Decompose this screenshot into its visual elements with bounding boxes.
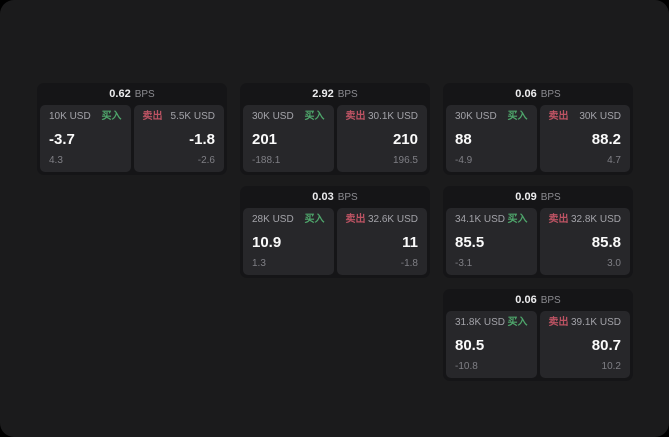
buy-price: 10.9 [252, 233, 282, 251]
spread-value: 0.06 [515, 88, 537, 100]
sell-size-label: 39.1K USD [570, 317, 621, 328]
buy-delta: 4.3 [49, 155, 63, 166]
sell-tag: 卖出 [548, 214, 569, 225]
spread-value: 0.03 [312, 191, 334, 203]
quote-card: 2.92 BPS 30K USD 买入 201 -188.1 卖出 30.1K … [240, 83, 430, 175]
buy-tag: 买入 [304, 111, 325, 122]
buy-size-label: 30K USD [252, 111, 294, 122]
buy-price: 201 [252, 130, 278, 148]
spread-value: 0.62 [109, 88, 131, 100]
spread-header: 0.09 BPS [446, 186, 630, 208]
buy-size-label: 31.8K USD [455, 317, 506, 328]
buy-tag: 买入 [101, 111, 122, 122]
sell-size-label: 32.6K USD [367, 214, 418, 225]
spread-value: 2.92 [312, 88, 334, 100]
spread-unit-label: BPS [337, 88, 358, 100]
sell-price: 85.8 [591, 233, 621, 251]
sell-size-label: 5.5K USD [170, 111, 215, 122]
quote-card-grid: 0.62 BPS 10K USD 买入 -3.7 4.3 卖出 5.5K USD [37, 83, 633, 381]
buy-tag: 买入 [507, 317, 528, 328]
sell-quote-panel[interactable]: 卖出 32.8K USD 85.8 3.0 [539, 208, 630, 275]
sell-delta: 3.0 [607, 258, 621, 269]
sell-tag: 卖出 [345, 111, 366, 122]
spread-header: 0.06 BPS [446, 289, 630, 311]
buy-delta: -10.8 [455, 361, 478, 372]
sell-quote-panel[interactable]: 卖出 39.1K USD 80.7 10.2 [539, 311, 630, 378]
spread-unit-label: BPS [540, 88, 561, 100]
spread-header: 2.92 BPS [243, 83, 427, 105]
buy-tag: 买入 [304, 214, 325, 225]
buy-tag: 买入 [507, 111, 528, 122]
sell-quote-panel[interactable]: 卖出 32.6K USD 11 -1.8 [336, 208, 427, 275]
sell-quote-panel[interactable]: 卖出 30K USD 88.2 4.7 [539, 105, 630, 172]
sell-price: 210 [392, 130, 418, 148]
sell-price: 11 [402, 233, 418, 251]
spread-value: 0.06 [515, 294, 537, 306]
buy-price: -3.7 [49, 130, 75, 148]
quote-card: 0.06 BPS 30K USD 买入 88 -4.9 卖出 30K USD [443, 83, 633, 175]
spread-header: 0.03 BPS [243, 186, 427, 208]
sell-quote-panel[interactable]: 卖出 30.1K USD 210 196.5 [336, 105, 427, 172]
sell-delta: 10.2 [601, 361, 621, 372]
buy-delta: -4.9 [455, 155, 473, 166]
spread-unit-label: BPS [134, 88, 155, 100]
sell-tag: 卖出 [345, 214, 366, 225]
sell-quote-panel[interactable]: 卖出 5.5K USD -1.8 -2.6 [133, 105, 224, 172]
quote-card: 0.03 BPS 28K USD 买入 10.9 1.3 卖出 32.6K US… [240, 186, 430, 278]
sell-delta: -1.8 [400, 258, 418, 269]
sell-tag: 卖出 [548, 111, 569, 122]
buy-quote-panel[interactable]: 34.1K USD 买入 85.5 -3.1 [446, 208, 537, 275]
buy-quote-panel[interactable]: 31.8K USD 买入 80.5 -10.8 [446, 311, 537, 378]
buy-delta: -188.1 [252, 155, 281, 166]
buy-price: 80.5 [455, 336, 485, 354]
spread-value: 0.09 [515, 191, 537, 203]
quote-card: 0.09 BPS 34.1K USD 买入 85.5 -3.1 卖出 32.8K… [443, 186, 633, 278]
buy-delta: -3.1 [455, 258, 473, 269]
buy-quote-panel[interactable]: 30K USD 买入 201 -188.1 [243, 105, 334, 172]
buy-size-label: 34.1K USD [455, 214, 506, 225]
buy-price: 88 [455, 130, 472, 148]
buy-tag: 买入 [507, 214, 528, 225]
spread-unit-label: BPS [337, 191, 358, 203]
buy-delta: 1.3 [252, 258, 266, 269]
buy-price: 85.5 [455, 233, 485, 251]
buy-size-label: 10K USD [49, 111, 91, 122]
buy-quote-panel[interactable]: 10K USD 买入 -3.7 4.3 [40, 105, 131, 172]
sell-delta: 196.5 [392, 155, 418, 166]
quote-card: 0.62 BPS 10K USD 买入 -3.7 4.3 卖出 5.5K USD [37, 83, 227, 175]
sell-price: -1.8 [189, 130, 215, 148]
spread-unit-label: BPS [540, 191, 561, 203]
quote-card: 0.06 BPS 31.8K USD 买入 80.5 -10.8 卖出 39.1… [443, 289, 633, 381]
sell-tag: 卖出 [548, 317, 569, 328]
sell-price: 80.7 [591, 336, 621, 354]
spread-header: 0.62 BPS [40, 83, 224, 105]
sell-size-label: 30K USD [579, 111, 621, 122]
sell-tag: 卖出 [142, 111, 163, 122]
buy-quote-panel[interactable]: 28K USD 买入 10.9 1.3 [243, 208, 334, 275]
spread-header: 0.06 BPS [446, 83, 630, 105]
sell-size-label: 30.1K USD [367, 111, 418, 122]
sell-size-label: 32.8K USD [570, 214, 621, 225]
sell-delta: 4.7 [607, 155, 621, 166]
sell-delta: -2.6 [197, 155, 215, 166]
sell-price: 88.2 [591, 130, 621, 148]
spread-unit-label: BPS [540, 294, 561, 306]
buy-quote-panel[interactable]: 30K USD 买入 88 -4.9 [446, 105, 537, 172]
buy-size-label: 30K USD [455, 111, 497, 122]
buy-size-label: 28K USD [252, 214, 294, 225]
